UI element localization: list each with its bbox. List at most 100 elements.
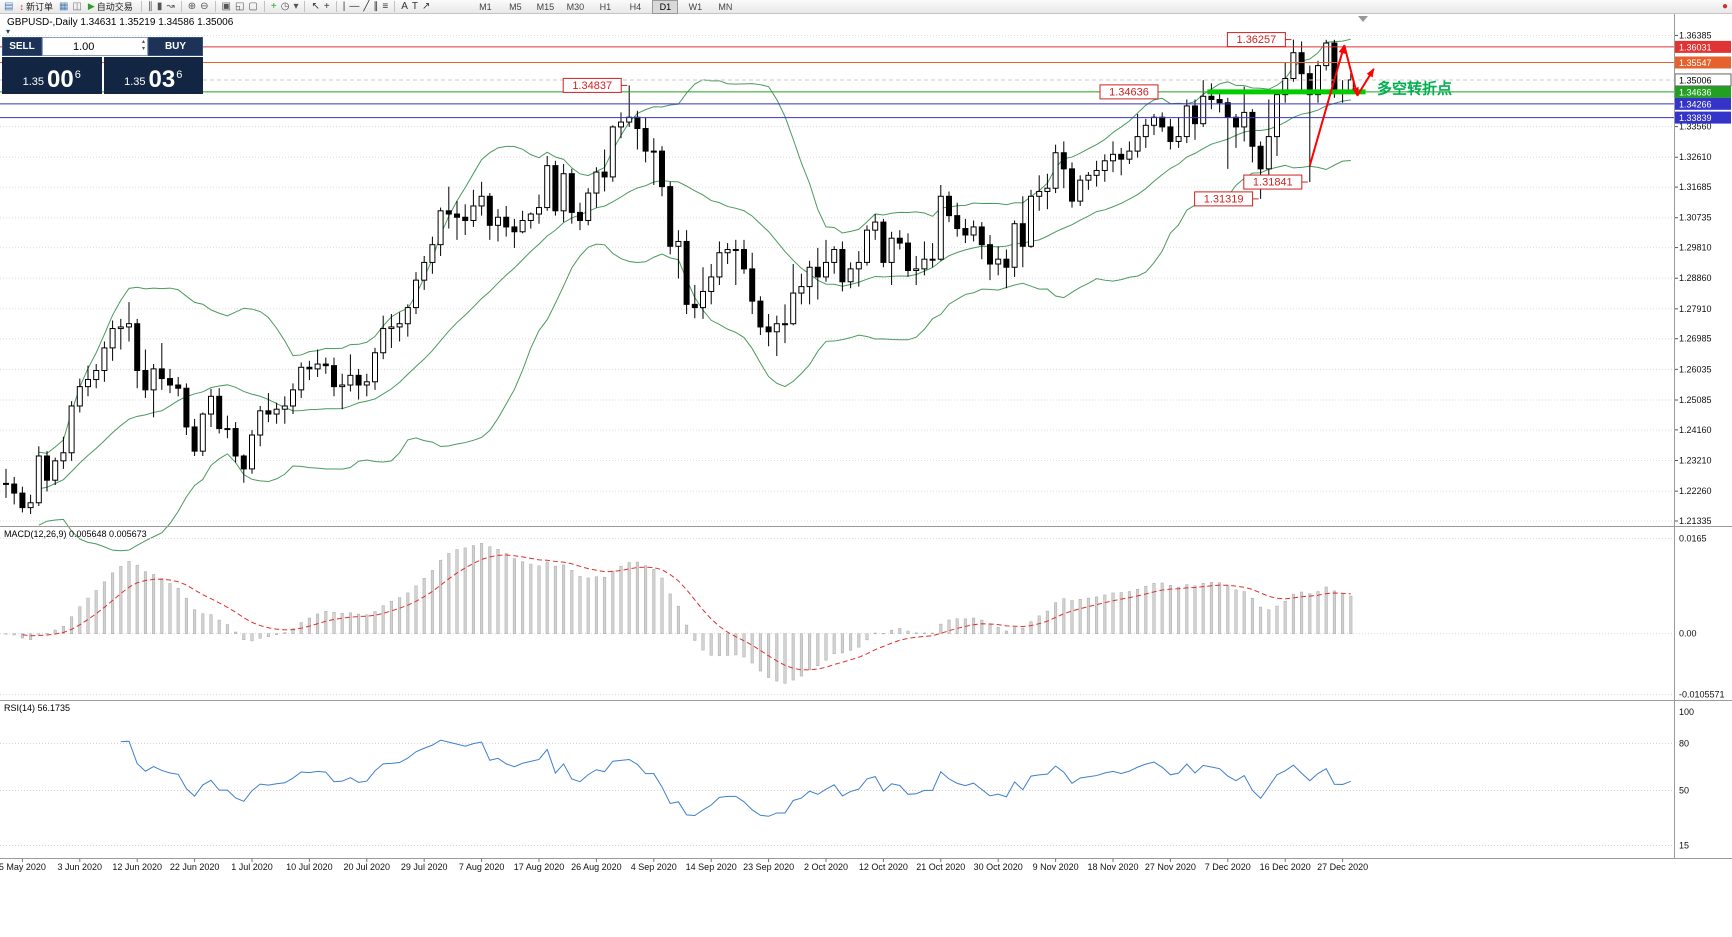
time-axis-label: 27 Nov 2020 [1145,862,1196,872]
equidistant-channel-icon[interactable]: ∥ [373,0,379,12]
price-callout[interactable] [1099,84,1159,100]
macd-bar [1119,592,1123,634]
trade-panel-collapse-icon[interactable]: ▾ [6,27,11,36]
macd-bar [808,633,812,671]
macd-bar [242,633,246,641]
candlestick-chart-icon[interactable]: ▮ [156,0,163,12]
macd-bar [898,628,902,634]
sell-button[interactable]: SELL [2,37,42,56]
macd-bar [988,624,992,634]
zoom-out-icon[interactable]: ⊖ [200,0,209,12]
toolbar-separator [304,1,306,12]
macd-bar [266,633,270,637]
timeframe-w1-button[interactable]: W1 [688,1,703,12]
auto-arrange-icon[interactable]: ▢ [248,0,258,12]
macd-bar [275,633,279,635]
candle [1069,168,1075,202]
timeframe-h4-button[interactable]: H4 [629,1,642,12]
indicators-icon[interactable]: + [270,0,277,12]
new-order-button-label: 新订单 [25,2,53,12]
timeframe-m15-button[interactable]: M15 [536,1,555,12]
toolbar: ▤ ↕ 新订单 ▦ ◫ ▶ 自动交易 ∥ ▮ ↝ ⊕ ⊖ ▣ ◱ ▢ + ◷ ▾ ↖ + | — ╱ ∥ ≡ A T ↗ M1 M5 M15… [0,0,1732,14]
macd-bar [168,583,172,634]
trendline-icon[interactable]: ╱ [363,0,370,12]
candle [1265,136,1272,170]
horizontal-line-icon[interactable]: — [349,0,360,12]
candle [1011,223,1018,268]
crosshair-icon[interactable]: + [323,0,330,12]
volume-spinner[interactable]: ▴ ▾ [142,39,145,53]
new-order-button[interactable]: ↕ 新订单 [17,1,55,13]
candle [1200,95,1207,125]
macd-bar [521,561,525,634]
spinner-up-icon[interactable]: ▴ [141,39,145,45]
candle [503,216,510,228]
profiles-icon[interactable]: ◫ [72,0,82,12]
macd-bar [37,633,41,635]
chart-shift-marker-icon[interactable] [1358,16,1368,22]
candle [1298,52,1305,75]
fibonacci-icon[interactable]: ≡ [382,0,389,12]
zoom-in-icon[interactable]: ⊕ [187,0,197,12]
candle [208,395,214,415]
alert-status-icon[interactable]: ● [1721,0,1728,12]
timeframe-m1-button[interactable]: M1 [479,1,492,12]
bar-chart-icon[interactable]: ∥ [147,0,153,12]
macd-histogram [4,543,1353,684]
price-callout[interactable] [1194,191,1254,207]
candle [167,378,173,386]
macd-bar [840,633,844,654]
buy-button[interactable]: BUY [148,37,203,56]
candle [864,229,870,263]
cursor-icon[interactable]: ↖ [311,0,320,12]
volume-input[interactable]: 1.00 ▴ ▾ [42,37,148,56]
timeframe-m5-button[interactable]: M5 [509,1,522,12]
macd-bar [676,605,680,634]
trend-arrow[interactable] [1308,44,1346,166]
timeframe-d1-button[interactable]: D1 [652,0,679,14]
candle [978,226,985,246]
candle [1044,187,1051,192]
macd-axis-label: -0.0105571 [1679,690,1725,700]
macd-bar [357,613,361,634]
charts-menu-icon[interactable]: ▦ [58,0,69,12]
trend-arrow[interactable] [1343,45,1359,97]
terminal-window-icon[interactable]: ▤ [4,0,14,12]
price-callout[interactable] [562,77,622,93]
rsi-axis-label: 50 [1679,785,1689,795]
timeframe-m30-button[interactable]: M30 [566,1,585,12]
text-label-icon[interactable]: T [411,0,418,12]
templates-icon[interactable]: ▾ [293,0,299,12]
line-chart-icon[interactable]: ↝ [166,0,175,12]
candle [806,266,813,288]
spinner-down-icon[interactable]: ▾ [141,46,145,52]
price-axis-label: 1.31685 [1679,182,1712,192]
arrow-tool-icon[interactable]: ↗ [421,0,431,12]
auto-trading-button[interactable]: ▶ 自动交易 [86,1,135,13]
tile-windows-icon[interactable]: ▣ [221,0,231,12]
macd-bar [1004,630,1008,634]
price-callout[interactable] [1243,174,1303,190]
turning-point-note[interactable]: 多空转折点 [1377,80,1452,98]
text-tool-icon[interactable]: A [401,0,408,12]
macd-bar [578,576,582,634]
macd-bar [849,633,853,651]
candle [847,268,854,283]
periods-icon[interactable]: ◷ [280,0,290,12]
candle [322,363,329,367]
timeframe-mn-button[interactable]: MN [718,1,733,12]
cascade-windows-icon[interactable]: ◱ [234,0,245,12]
timeframe-h1-button[interactable]: H1 [599,1,612,12]
ask-price-pips: 03 [148,66,176,93]
candle [306,366,313,370]
candle [831,249,838,263]
macd-bar [234,631,238,634]
macd-bar [685,624,689,634]
macd-bar [783,633,787,684]
vertical-line-icon[interactable]: | [342,0,346,12]
price-callout[interactable] [1226,32,1286,48]
trend-arrow[interactable] [1356,67,1375,97]
price-callout-label: 1.31319 [1204,193,1244,205]
candle [716,252,723,278]
